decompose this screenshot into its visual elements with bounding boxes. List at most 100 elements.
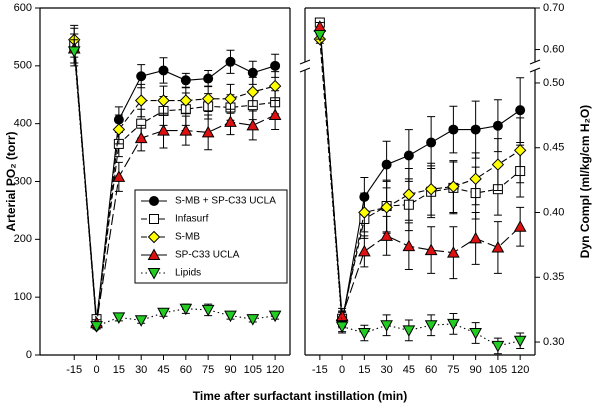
marker (358, 206, 371, 219)
axis-break (529, 67, 541, 73)
y-tick-label: 100 (14, 291, 32, 303)
x-axis-label: Time after surfactant instillation (min) (193, 389, 407, 403)
marker (136, 71, 147, 82)
marker (402, 188, 416, 201)
marker (513, 220, 527, 232)
marker (112, 123, 126, 136)
marker (158, 65, 169, 76)
y-tick-label: 0.40 (543, 206, 564, 218)
y-tick-label: 0.30 (543, 336, 564, 348)
marker (201, 92, 215, 106)
marker (470, 124, 481, 135)
series (315, 17, 525, 334)
marker (447, 246, 460, 258)
x-tick-label: 75 (447, 364, 459, 376)
x-tick-label: 60 (425, 364, 437, 376)
marker (380, 320, 393, 332)
marker (448, 124, 459, 135)
marker (247, 67, 258, 78)
x-tick-label: 60 (180, 364, 192, 376)
marker (67, 46, 81, 58)
x-tick-label: 90 (470, 364, 482, 376)
marker (201, 304, 215, 317)
x-tick-label: 75 (202, 364, 214, 376)
marker (147, 248, 161, 260)
marker (424, 182, 438, 196)
marker (469, 231, 482, 244)
x-tick-label: 45 (157, 364, 169, 376)
x-tick-label: 0 (339, 364, 345, 376)
series-line (319, 26, 521, 317)
marker (491, 158, 505, 171)
marker (149, 196, 159, 206)
y-tick-label: 0.50 (543, 77, 564, 89)
marker (492, 120, 503, 131)
marker (149, 214, 159, 224)
marker (157, 94, 170, 107)
marker (246, 314, 260, 326)
marker (179, 303, 193, 316)
marker (157, 124, 170, 136)
marker (424, 320, 438, 332)
series-line (73, 48, 276, 324)
x-tick-label: -15 (66, 364, 82, 376)
y-tick-label: 300 (14, 175, 32, 187)
marker (224, 310, 237, 323)
x-tick-label: 30 (380, 364, 392, 376)
marker (179, 124, 193, 136)
axis-break (299, 67, 311, 73)
marker (112, 170, 126, 182)
series (315, 17, 525, 327)
marker (358, 244, 371, 257)
marker (513, 144, 527, 157)
legend-label: SP-C33 UCLA (175, 250, 240, 261)
y-tick-label: 600 (14, 2, 32, 14)
marker (268, 310, 282, 323)
marker (147, 268, 161, 280)
marker (201, 125, 215, 138)
x-tick-label: 0 (93, 364, 99, 376)
marker (491, 240, 505, 253)
x-tick-label: 15 (113, 364, 125, 376)
marker (402, 239, 416, 252)
marker (491, 340, 505, 353)
marker (246, 118, 260, 131)
marker (134, 131, 148, 144)
x-tick-label: 120 (266, 364, 284, 376)
x-tick-label: 15 (358, 364, 370, 376)
marker (513, 335, 527, 348)
y-tick-label: 500 (14, 60, 32, 72)
marker (203, 73, 214, 84)
legend-label: S-MB (175, 232, 200, 243)
marker (469, 327, 482, 340)
x-tick-label: 90 (224, 364, 236, 376)
series-line (319, 22, 521, 323)
marker (157, 307, 170, 320)
marker (224, 115, 237, 127)
series-line (73, 39, 276, 327)
series-line (73, 51, 276, 327)
y-tick-label: 0.70 (543, 2, 564, 14)
y-axis-label: Arterial PO₂ (torr) (4, 131, 18, 231)
legend-label: Infasurf (175, 214, 209, 225)
marker (358, 327, 371, 340)
x-tick-label: 30 (135, 364, 147, 376)
marker (335, 321, 349, 334)
marker (381, 159, 392, 170)
marker (424, 243, 438, 256)
marker (313, 30, 327, 42)
y-tick-label: 200 (14, 233, 32, 245)
x-tick-label: -15 (312, 364, 328, 376)
series (70, 27, 280, 330)
marker (246, 85, 260, 99)
marker (134, 94, 148, 107)
y-tick-label: 0 (26, 349, 32, 361)
x-tick-label: 45 (403, 364, 415, 376)
y-tick-label: 0.35 (543, 271, 564, 283)
marker (447, 180, 460, 193)
marker (270, 60, 281, 71)
marker (380, 229, 393, 241)
series (315, 34, 525, 329)
series (315, 22, 525, 325)
